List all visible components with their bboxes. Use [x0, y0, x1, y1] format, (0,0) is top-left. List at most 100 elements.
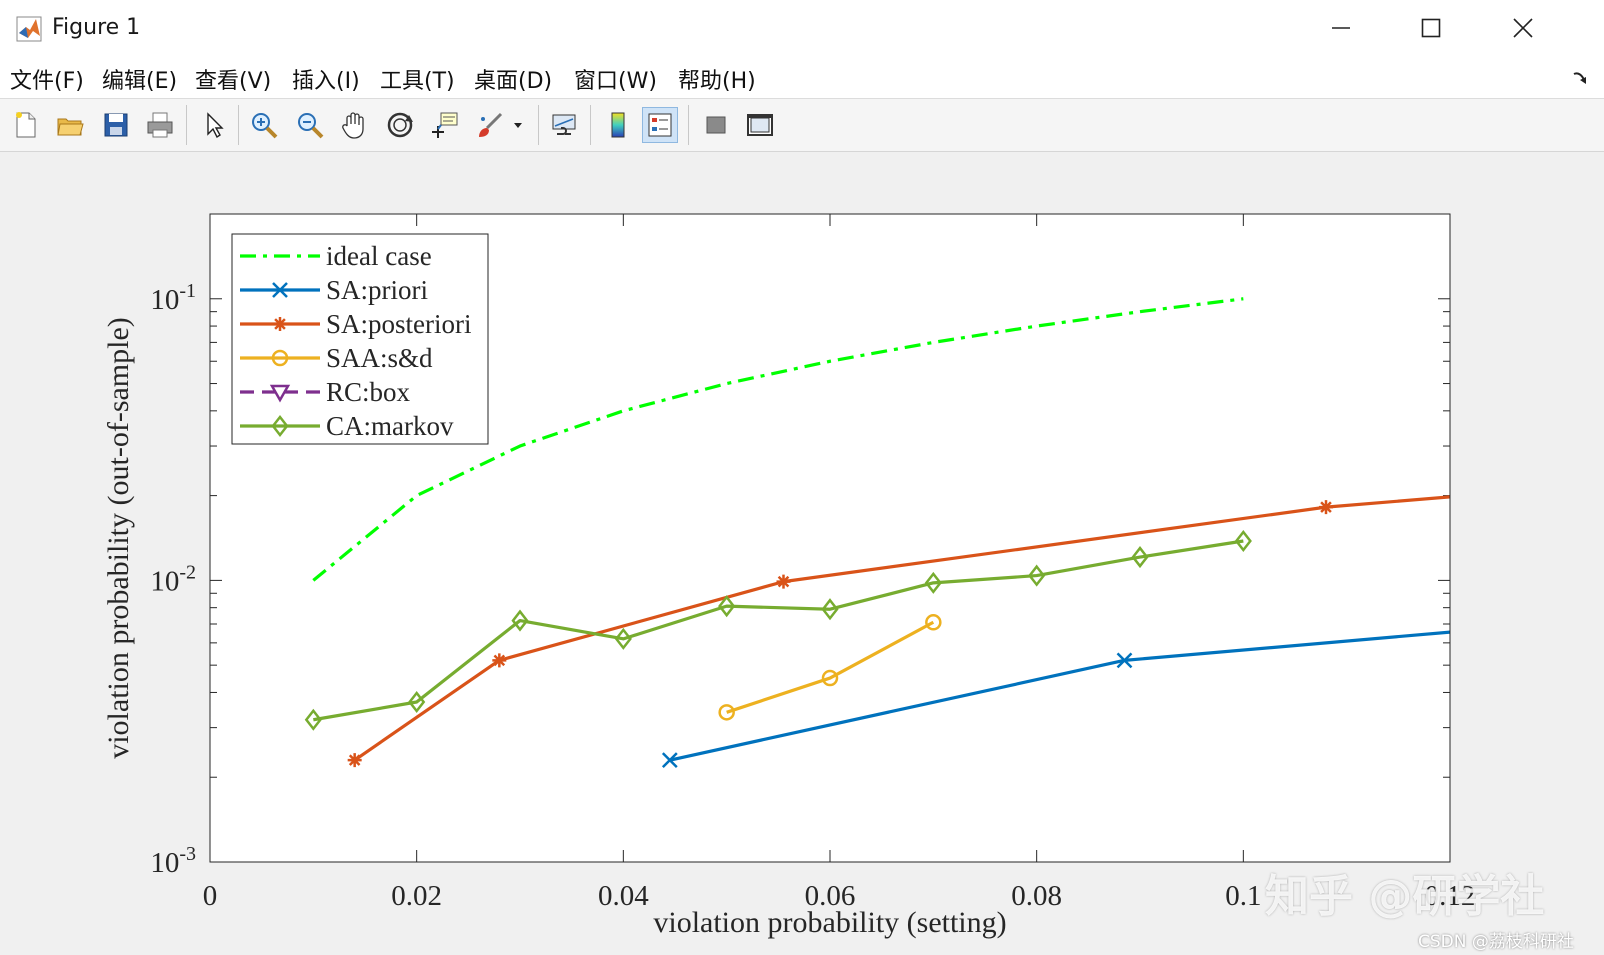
select-arrow-button[interactable]	[196, 107, 232, 143]
matlab-logo-icon	[16, 16, 42, 42]
x-tick-label: 0.08	[1011, 880, 1062, 912]
axes-box	[209, 213, 1451, 863]
pan-button[interactable]	[336, 107, 372, 143]
legend-label: SA:posteriori	[326, 309, 472, 339]
x-tick-label: 0.1	[1225, 880, 1261, 912]
legend-marker	[272, 282, 288, 298]
x-tick-label: 0.12	[1425, 880, 1476, 912]
legend-button[interactable]	[642, 107, 678, 143]
show-plot-tools-button[interactable]	[742, 107, 778, 143]
data-point	[925, 614, 942, 631]
save-button[interactable]	[98, 107, 134, 143]
menu-insert[interactable]: 插入(I)	[292, 69, 360, 94]
hide-plot-tools-button[interactable]	[698, 107, 734, 143]
zoom-in-button[interactable]	[246, 107, 282, 143]
data-point	[776, 574, 791, 589]
data-point	[821, 598, 839, 621]
data-point	[661, 752, 678, 769]
data-point	[511, 609, 529, 632]
maximize-icon	[1421, 18, 1441, 38]
data-point	[614, 627, 632, 650]
y-tick-label: 10-1	[150, 280, 196, 316]
select-arrow-icon	[207, 112, 224, 139]
y-tick-label: 10-3	[150, 843, 196, 879]
minimize-icon	[1332, 27, 1350, 29]
series-line-5	[313, 539, 1244, 722]
open-file-icon	[57, 118, 84, 136]
dock-arrow-icon[interactable]	[1572, 70, 1588, 86]
save-icon	[104, 113, 128, 137]
maximize-button[interactable]	[1408, 8, 1454, 48]
show-plot-tools-icon	[747, 114, 773, 136]
window-title: Figure 1	[52, 15, 141, 40]
data-cursor-icon	[432, 112, 458, 138]
series-line-3	[726, 620, 935, 714]
menu-desktop[interactable]: 桌面(D)	[474, 69, 553, 94]
colorbar-icon	[611, 112, 625, 138]
print-icon	[147, 112, 173, 138]
legend-label: CA:markov	[326, 411, 454, 441]
legend-icon	[648, 113, 672, 137]
brush-dropdown-button[interactable]	[508, 107, 528, 143]
legend[interactable]: ideal case SA:priori SA:posteriori SAA:s&d R…	[231, 233, 489, 445]
new-figure-button[interactable]	[8, 107, 44, 143]
data-point	[1453, 624, 1467, 638]
print-button[interactable]	[142, 107, 178, 143]
x-axis-label: violation probability (setting)	[653, 906, 1006, 939]
legend-marker	[271, 349, 289, 367]
menu-help[interactable]: 帮助(H)	[678, 69, 756, 94]
new-figure-icon	[16, 112, 36, 138]
legend-marker	[271, 414, 289, 438]
data-point	[1234, 529, 1252, 553]
data-cursor-button[interactable]	[426, 107, 462, 143]
link-plot-button[interactable]	[546, 107, 582, 143]
pan-hand-icon	[342, 112, 364, 139]
menu-tools[interactable]: 工具(T)	[380, 69, 455, 94]
x-tick-label: 0.06	[805, 880, 856, 912]
data-point	[1131, 546, 1149, 569]
data-point	[718, 704, 735, 721]
link-plot-icon	[552, 114, 576, 135]
data-point	[304, 708, 322, 731]
data-point	[347, 753, 362, 768]
menu-file[interactable]: 文件(F)	[10, 69, 84, 94]
menu-view[interactable]: 查看(V)	[195, 69, 272, 94]
chevron-down-icon	[514, 123, 522, 128]
series-line-0	[312, 297, 1244, 582]
brush-button[interactable]	[472, 107, 508, 143]
data-point	[924, 571, 942, 594]
legend-label: ideal case	[326, 241, 432, 271]
close-button[interactable]	[1500, 8, 1546, 48]
data-point	[718, 595, 736, 618]
figure-canvas: 0 0.02 0.04 0.06 0.08 0.1 0.12 10-3 10-2 10-1 vi…	[0, 152, 1604, 955]
zoom-in-icon	[252, 113, 278, 139]
menu-edit[interactable]: 编辑(E)	[102, 69, 178, 94]
rotate-3d-icon	[387, 112, 413, 138]
minimize-button[interactable]	[1318, 8, 1364, 48]
toolbar	[0, 99, 1604, 152]
close-icon	[1513, 18, 1533, 38]
data-point	[1319, 500, 1333, 515]
colorbar-button[interactable]	[600, 107, 636, 143]
data-point	[1116, 652, 1133, 669]
data-point	[821, 669, 839, 687]
x-tick-label: 0.04	[598, 880, 649, 912]
y-tick-label: 10-2	[150, 561, 196, 597]
data-point	[492, 653, 507, 668]
x-tick-label: 0	[203, 880, 218, 912]
data-point	[408, 690, 426, 714]
zoom-out-icon	[298, 113, 324, 139]
open-file-button[interactable]	[52, 107, 88, 143]
legend-label: SA:priori	[326, 275, 428, 305]
line-chart: 0 0.02 0.04 0.06 0.08 0.1 0.12 10-3 10-2 10-1 vi…	[102, 213, 1509, 939]
legend-marker	[269, 384, 291, 403]
hide-plot-tools-icon	[706, 116, 726, 134]
data-point	[1495, 486, 1509, 500]
rotate-3d-button[interactable]	[382, 107, 418, 143]
menu-window[interactable]: 窗口(W)	[574, 69, 657, 94]
menu-bar: 文件(F) 编辑(E) 查看(V) 插入(I) 工具(T) 桌面(D) 窗口(W…	[0, 58, 1604, 99]
legend-label: RC:box	[326, 377, 411, 407]
legend-label: SAA:s&d	[326, 343, 433, 373]
data-point	[1028, 564, 1046, 587]
zoom-out-button[interactable]	[292, 107, 328, 143]
